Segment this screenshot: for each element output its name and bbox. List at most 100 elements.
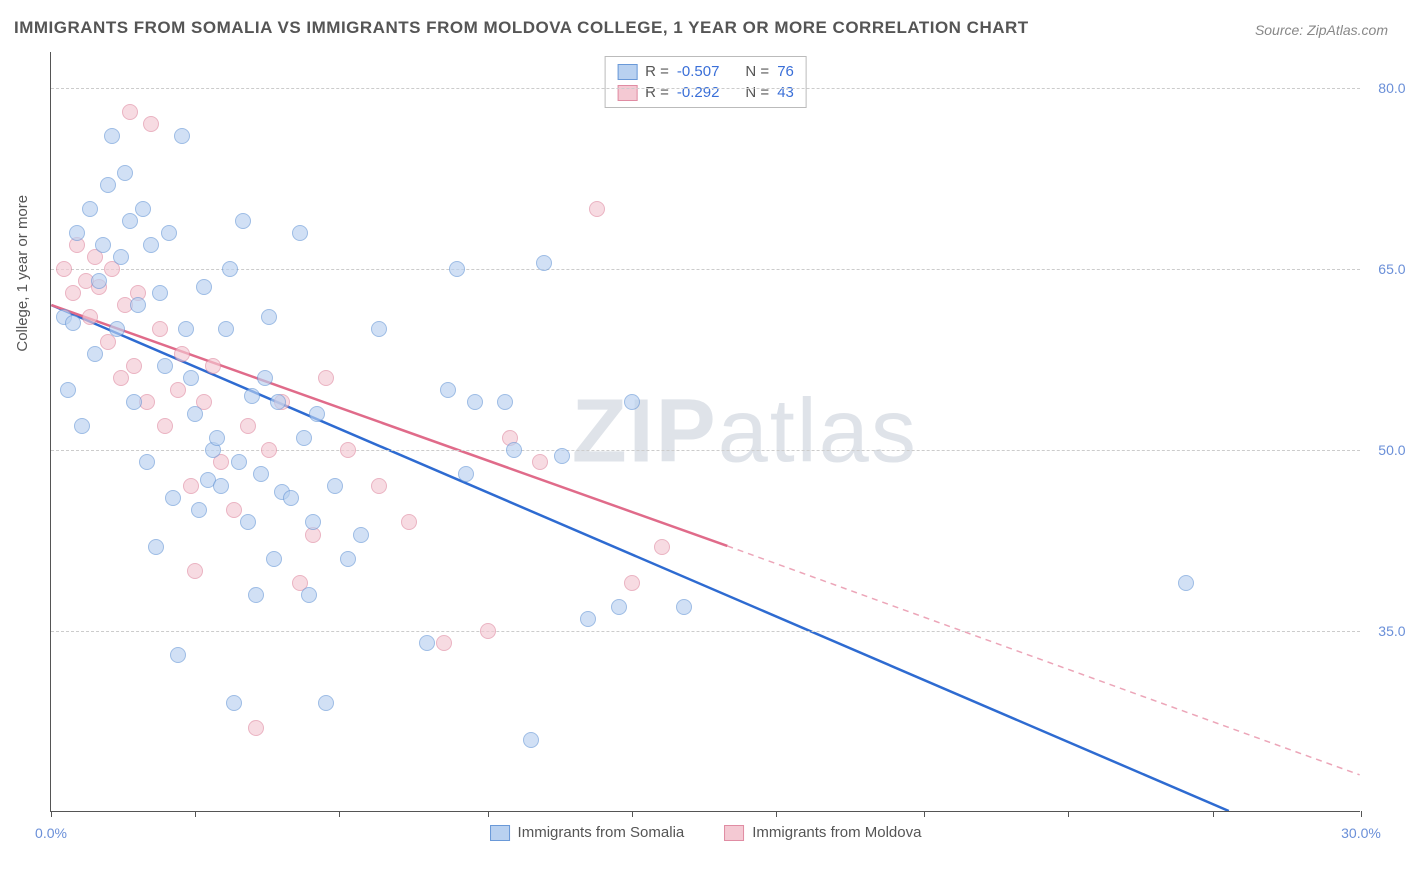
scatter-point: [436, 635, 452, 651]
scatter-point: [104, 128, 120, 144]
scatter-point: [244, 388, 260, 404]
scatter-point: [589, 201, 605, 217]
scatter-point: [69, 225, 85, 241]
scatter-point: [126, 394, 142, 410]
legend-stats-row-2: R = -0.292 N = 43: [617, 82, 794, 103]
scatter-point: [261, 309, 277, 325]
x-tick-label: 30.0%: [1341, 825, 1381, 841]
scatter-point: [117, 165, 133, 181]
scatter-point: [340, 442, 356, 458]
scatter-point: [218, 321, 234, 337]
x-tick: [51, 811, 52, 817]
scatter-point: [157, 418, 173, 434]
scatter-point: [240, 514, 256, 530]
scatter-point: [340, 551, 356, 567]
scatter-point: [143, 237, 159, 253]
scatter-point: [235, 213, 251, 229]
x-tick: [1361, 811, 1362, 817]
scatter-point: [139, 454, 155, 470]
scatter-point: [82, 309, 98, 325]
watermark-light: atlas: [718, 381, 918, 481]
scatter-point: [82, 201, 98, 217]
scatter-point: [109, 321, 125, 337]
scatter-point: [536, 255, 552, 271]
scatter-point: [100, 177, 116, 193]
chart-title: IMMIGRANTS FROM SOMALIA VS IMMIGRANTS FR…: [14, 18, 1029, 38]
x-tick: [488, 811, 489, 817]
scatter-point: [122, 104, 138, 120]
scatter-point: [87, 346, 103, 362]
scatter-point: [624, 575, 640, 591]
scatter-point: [419, 635, 435, 651]
scatter-point: [60, 382, 76, 398]
scatter-point: [183, 370, 199, 386]
scatter-point: [327, 478, 343, 494]
scatter-point: [65, 285, 81, 301]
gridline-h: [51, 88, 1360, 89]
scatter-point: [467, 394, 483, 410]
scatter-point: [301, 587, 317, 603]
scatter-point: [1178, 575, 1194, 591]
gridline-h: [51, 269, 1360, 270]
n-label: N =: [745, 63, 769, 80]
scatter-point: [196, 279, 212, 295]
scatter-point: [222, 261, 238, 277]
scatter-point: [283, 490, 299, 506]
scatter-point: [292, 225, 308, 241]
y-tick-label: 80.0%: [1378, 80, 1406, 96]
scatter-point: [676, 599, 692, 615]
scatter-point: [170, 382, 186, 398]
y-tick-label: 65.0%: [1378, 261, 1406, 277]
scatter-point: [226, 695, 242, 711]
r-value-2: -0.292: [677, 84, 720, 101]
scatter-point: [135, 201, 151, 217]
scatter-point: [165, 490, 181, 506]
y-tick-label: 35.0%: [1378, 623, 1406, 639]
scatter-point: [231, 454, 247, 470]
legend-item-series1: Immigrants from Somalia: [490, 824, 685, 841]
scatter-point: [266, 551, 282, 567]
scatter-point: [56, 261, 72, 277]
y-tick-label: 50.0%: [1378, 442, 1406, 458]
scatter-point: [296, 430, 312, 446]
scatter-point: [174, 346, 190, 362]
scatter-point: [253, 466, 269, 482]
scatter-point: [440, 382, 456, 398]
scatter-point: [205, 358, 221, 374]
scatter-point: [209, 430, 225, 446]
scatter-point: [248, 587, 264, 603]
swatch-series1-icon: [617, 64, 637, 80]
scatter-point: [130, 297, 146, 313]
legend-item-series2: Immigrants from Moldova: [724, 824, 921, 841]
n-label: N =: [745, 84, 769, 101]
r-value-1: -0.507: [677, 63, 720, 80]
scatter-point: [401, 514, 417, 530]
scatter-point: [95, 237, 111, 253]
scatter-point: [371, 321, 387, 337]
n-value-2: 43: [777, 84, 794, 101]
swatch-series2-icon: [617, 85, 637, 101]
x-tick: [1068, 811, 1069, 817]
gridline-h: [51, 450, 1360, 451]
scatter-point: [480, 623, 496, 639]
x-tick: [1213, 811, 1214, 817]
scatter-point: [654, 539, 670, 555]
plot-area: ZIPatlas R = -0.507 N = 76 R = -0.292 N …: [50, 52, 1360, 812]
legend-bottom: Immigrants from Somalia Immigrants from …: [490, 824, 922, 841]
scatter-point: [261, 442, 277, 458]
scatter-point: [305, 514, 321, 530]
scatter-point: [523, 732, 539, 748]
scatter-point: [187, 563, 203, 579]
scatter-point: [152, 321, 168, 337]
source-attribution: Source: ZipAtlas.com: [1255, 22, 1388, 38]
legend-label-series1: Immigrants from Somalia: [518, 824, 685, 841]
x-tick: [924, 811, 925, 817]
scatter-point: [126, 358, 142, 374]
scatter-point: [122, 213, 138, 229]
scatter-point: [580, 611, 596, 627]
scatter-point: [152, 285, 168, 301]
scatter-point: [183, 478, 199, 494]
scatter-point: [532, 454, 548, 470]
legend-label-series2: Immigrants from Moldova: [752, 824, 921, 841]
watermark: ZIPatlas: [572, 380, 918, 483]
